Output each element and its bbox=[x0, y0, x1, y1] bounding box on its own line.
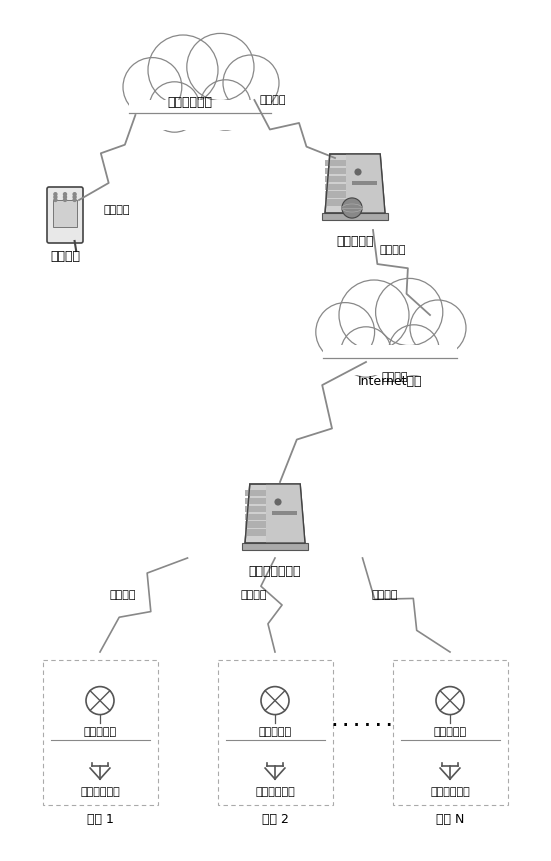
Polygon shape bbox=[245, 530, 266, 536]
Circle shape bbox=[339, 280, 409, 350]
Text: 车位管理服务器: 车位管理服务器 bbox=[249, 565, 301, 578]
Polygon shape bbox=[245, 522, 266, 528]
Text: 车位探测器: 车位探测器 bbox=[258, 727, 291, 737]
Circle shape bbox=[73, 198, 76, 201]
Text: 车位 N: 车位 N bbox=[436, 813, 464, 826]
Polygon shape bbox=[266, 484, 305, 543]
Circle shape bbox=[223, 55, 279, 111]
Circle shape bbox=[410, 300, 466, 356]
Text: 通信链路: 通信链路 bbox=[372, 590, 398, 600]
Text: 车位预定装置: 车位预定装置 bbox=[255, 787, 295, 797]
Bar bbox=[272, 511, 297, 515]
Circle shape bbox=[73, 195, 76, 199]
Text: 通信链路: 通信链路 bbox=[103, 205, 129, 215]
Circle shape bbox=[342, 198, 362, 218]
Text: 通信链路: 通信链路 bbox=[240, 590, 267, 600]
Polygon shape bbox=[325, 176, 346, 182]
Bar bbox=[42, 660, 158, 805]
Circle shape bbox=[201, 80, 251, 130]
Text: 车位预定装置: 车位预定装置 bbox=[80, 787, 120, 797]
Circle shape bbox=[63, 195, 67, 199]
Bar bbox=[218, 660, 332, 805]
Circle shape bbox=[73, 193, 76, 195]
Polygon shape bbox=[245, 513, 266, 520]
Polygon shape bbox=[325, 160, 346, 166]
Bar bbox=[392, 660, 507, 805]
Circle shape bbox=[123, 58, 182, 116]
FancyBboxPatch shape bbox=[47, 187, 83, 243]
Circle shape bbox=[148, 35, 218, 105]
Circle shape bbox=[316, 302, 375, 362]
Text: 车位预定装置: 车位预定装置 bbox=[430, 787, 470, 797]
Circle shape bbox=[187, 34, 254, 101]
Circle shape bbox=[63, 198, 67, 201]
Bar bbox=[53, 201, 77, 227]
Text: 移动互联网络: 移动互联网络 bbox=[168, 96, 213, 109]
Text: 车位探测器: 车位探测器 bbox=[434, 727, 467, 737]
Text: · · · · · ·: · · · · · · bbox=[332, 718, 392, 733]
Polygon shape bbox=[325, 154, 385, 213]
Circle shape bbox=[63, 193, 67, 195]
Circle shape bbox=[54, 193, 57, 195]
Polygon shape bbox=[325, 183, 346, 190]
Text: 网络服务器: 网络服务器 bbox=[336, 235, 374, 248]
Circle shape bbox=[341, 327, 391, 377]
Circle shape bbox=[389, 325, 439, 375]
Bar bbox=[242, 543, 308, 550]
Circle shape bbox=[355, 169, 361, 175]
Text: 车位 1: 车位 1 bbox=[87, 813, 114, 826]
Text: 车位探测器: 车位探测器 bbox=[83, 727, 117, 737]
Polygon shape bbox=[245, 498, 266, 505]
Text: 通信链路: 通信链路 bbox=[260, 95, 286, 105]
Text: 车位 2: 车位 2 bbox=[262, 813, 288, 826]
Polygon shape bbox=[325, 200, 346, 206]
Bar bbox=[323, 345, 457, 375]
Circle shape bbox=[376, 278, 443, 345]
Bar bbox=[322, 213, 388, 220]
Bar bbox=[352, 182, 377, 185]
Text: 预定终端: 预定终端 bbox=[50, 250, 80, 263]
Circle shape bbox=[149, 82, 199, 133]
Polygon shape bbox=[346, 154, 385, 213]
Circle shape bbox=[275, 499, 281, 505]
Text: Internet网络: Internet网络 bbox=[358, 375, 422, 388]
Circle shape bbox=[54, 195, 57, 199]
Polygon shape bbox=[245, 490, 266, 496]
Bar bbox=[128, 100, 272, 130]
Polygon shape bbox=[245, 484, 305, 543]
Text: 通信链路: 通信链路 bbox=[380, 245, 407, 255]
Text: 通信链路: 通信链路 bbox=[382, 372, 408, 382]
Polygon shape bbox=[325, 168, 346, 174]
Circle shape bbox=[54, 198, 57, 201]
Polygon shape bbox=[245, 505, 266, 512]
Polygon shape bbox=[325, 191, 346, 198]
Text: 通信链路: 通信链路 bbox=[109, 590, 136, 600]
